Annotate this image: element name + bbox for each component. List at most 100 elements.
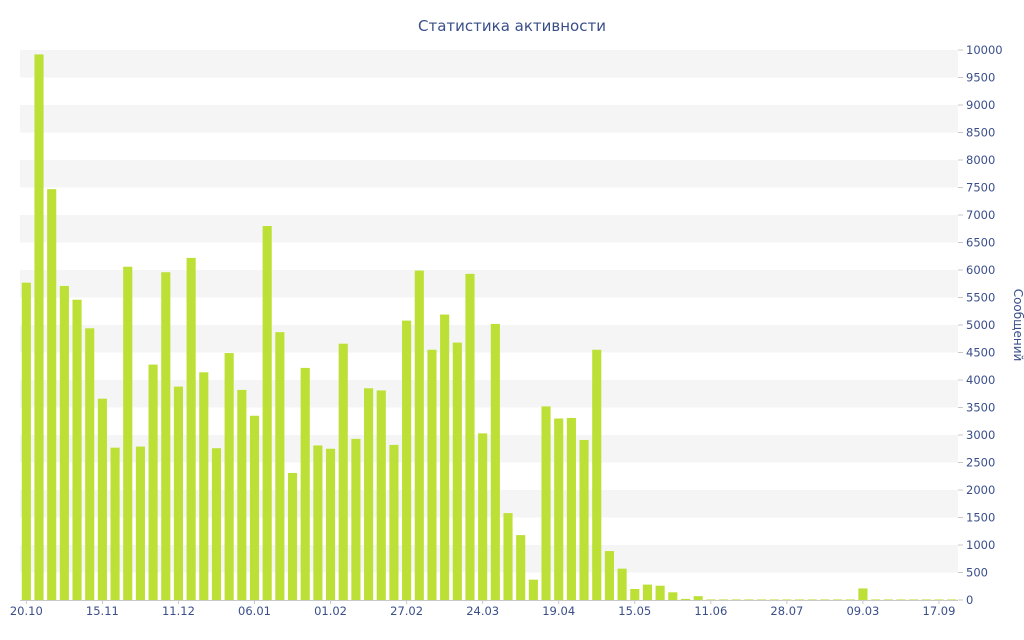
y-axis-label: Сообщений (1011, 289, 1024, 362)
bar[interactable] (389, 444, 399, 600)
grid-band (20, 50, 958, 78)
bar[interactable] (72, 299, 82, 600)
bar[interactable] (173, 386, 184, 600)
bar[interactable] (161, 272, 171, 600)
bar[interactable] (123, 266, 133, 600)
y-tick-label: 0 (966, 593, 973, 607)
bar[interactable] (566, 417, 576, 600)
y-tick-label: 5000 (966, 318, 995, 332)
x-tick-label: 11.06 (694, 604, 727, 618)
grid-band (20, 105, 958, 133)
bar[interactable] (871, 599, 881, 601)
bar[interactable] (186, 257, 196, 600)
grid-band (20, 270, 958, 298)
bar[interactable] (148, 364, 158, 600)
bar[interactable] (845, 599, 855, 601)
bar[interactable] (592, 349, 602, 600)
bar[interactable] (427, 349, 437, 600)
x-tick-label: 17.09 (923, 604, 956, 618)
bar[interactable] (249, 415, 260, 600)
bar[interactable] (287, 472, 298, 600)
bar[interactable] (896, 599, 906, 601)
bar[interactable] (947, 599, 957, 601)
bar[interactable] (490, 323, 500, 600)
y-tick-label: 4000 (966, 373, 995, 387)
bar[interactable] (604, 551, 614, 600)
bar[interactable] (693, 596, 703, 600)
bar[interactable] (440, 314, 450, 600)
bar[interactable] (364, 388, 374, 600)
bar[interactable] (680, 598, 691, 600)
bar[interactable] (541, 406, 551, 600)
x-tick-label: 15.11 (86, 604, 119, 618)
bar[interactable] (211, 448, 222, 600)
y-tick-label: 8000 (966, 153, 995, 167)
bar[interactable] (414, 270, 424, 600)
y-tick-label: 6000 (966, 263, 995, 277)
bar[interactable] (237, 389, 247, 600)
grid-band (20, 215, 958, 243)
bar[interactable] (199, 372, 209, 600)
bar[interactable] (921, 599, 931, 601)
bar[interactable] (706, 599, 716, 601)
bar[interactable] (668, 592, 678, 600)
bar[interactable] (731, 599, 741, 601)
bar[interactable] (325, 448, 336, 600)
bar[interactable] (402, 320, 412, 600)
y-tick-label: 6500 (966, 236, 995, 250)
bar[interactable] (528, 579, 538, 600)
bar[interactable] (807, 599, 817, 601)
bar[interactable] (909, 599, 919, 601)
bar[interactable] (503, 513, 513, 600)
bar[interactable] (858, 588, 868, 600)
bar[interactable] (617, 568, 627, 600)
y-tick-label: 1500 (966, 511, 995, 525)
bar[interactable] (47, 189, 57, 600)
bar[interactable] (820, 599, 830, 601)
bar[interactable] (883, 599, 893, 601)
x-tick-label: 01.02 (314, 604, 347, 618)
bar[interactable] (465, 273, 475, 600)
grid-band (20, 545, 958, 573)
bar[interactable] (718, 599, 729, 601)
grid-band (20, 435, 958, 463)
bar[interactable] (59, 285, 69, 600)
bar[interactable] (110, 447, 120, 600)
grid-band (20, 160, 958, 188)
bar[interactable] (351, 438, 361, 600)
bar[interactable] (262, 226, 272, 600)
bar[interactable] (34, 54, 44, 600)
bar[interactable] (782, 599, 792, 601)
bar[interactable] (21, 282, 31, 600)
bar[interactable] (554, 418, 564, 601)
bar[interactable] (769, 599, 779, 601)
bar[interactable] (275, 332, 285, 600)
bar[interactable] (655, 585, 665, 600)
bar[interactable] (300, 367, 310, 600)
bar[interactable] (452, 342, 462, 600)
bar[interactable] (744, 599, 754, 601)
bar[interactable] (516, 535, 526, 600)
bar[interactable] (833, 599, 843, 601)
bar[interactable] (85, 328, 95, 600)
x-tick-label: 06.01 (238, 604, 271, 618)
bar[interactable] (579, 439, 589, 600)
bar[interactable] (135, 446, 145, 600)
bar[interactable] (376, 390, 386, 600)
bar[interactable] (338, 343, 348, 600)
y-tick-label: 2500 (966, 456, 995, 470)
grid-band (20, 325, 958, 353)
bar[interactable] (97, 398, 107, 600)
bar[interactable] (794, 599, 805, 601)
bar[interactable] (642, 584, 653, 600)
bar[interactable] (478, 433, 488, 600)
bar[interactable] (934, 599, 944, 601)
bar[interactable] (756, 599, 767, 601)
bar[interactable] (313, 445, 323, 600)
bar[interactable] (630, 589, 640, 600)
bar[interactable] (224, 353, 234, 600)
x-tick-labels: 20.10 15.11 11.12 06.01 01.02 27.02 24.03 19.04… (10, 600, 956, 618)
x-tick-label: 24.03 (466, 604, 499, 618)
